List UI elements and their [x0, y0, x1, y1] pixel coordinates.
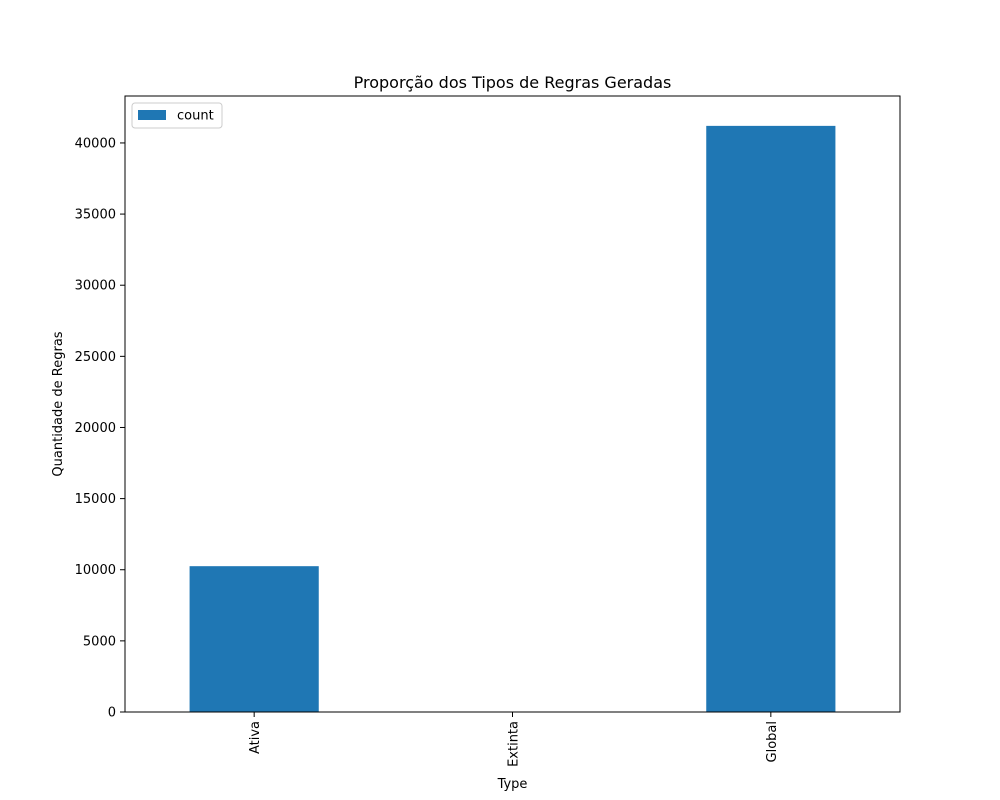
bars-layer [189, 125, 836, 712]
chart-title: Proporção dos Tipos de Regras Geradas [354, 73, 672, 92]
y-tick-label: 25000 [75, 350, 116, 365]
bar-ativa [189, 566, 319, 712]
x-axis-label: Type [497, 777, 528, 792]
y-tick-label: 5000 [83, 634, 116, 649]
y-tick-label: 0 [108, 706, 116, 721]
y-axis-label: Quantidade de Regras [51, 331, 66, 476]
y-axis-ticks: 0 5000 10000 15000 20000 25000 30000 35000 40000 [75, 136, 125, 721]
plot-frame [124, 95, 901, 713]
y-tick-label: 15000 [75, 492, 116, 507]
y-tick-label: 35000 [75, 208, 116, 223]
y-tick-label: 20000 [75, 421, 116, 436]
bar-global [706, 125, 836, 712]
y-tick-label: 30000 [75, 279, 116, 294]
y-tick-label: 10000 [75, 563, 116, 578]
legend: count [131, 102, 223, 129]
x-axis-ticks: Ativa Extinta Global [248, 712, 780, 767]
x-tick-label-extinta: Extinta [507, 721, 522, 767]
x-tick-label-global: Global [765, 721, 780, 762]
x-tick-label-ativa: Ativa [248, 721, 263, 754]
legend-box [131, 102, 223, 129]
legend-label-count: count [177, 109, 214, 124]
y-tick-label: 40000 [75, 136, 116, 151]
legend-swatch [138, 110, 166, 120]
